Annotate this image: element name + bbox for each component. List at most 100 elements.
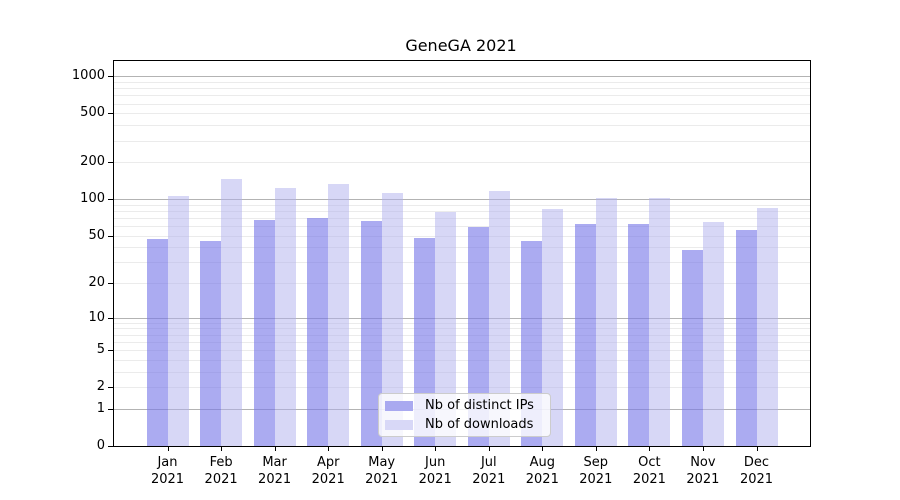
minor-gridline-6: [114, 341, 810, 343]
legend-label-downloads: Nb of downloads: [425, 417, 534, 432]
minor-gridline-200: [114, 162, 810, 164]
y-tickmark-5: [108, 350, 113, 352]
minor-gridline-20: [114, 283, 810, 285]
year-label: 2021: [686, 472, 720, 487]
y-ticklabel-50: 50: [88, 227, 105, 243]
year-label: 2021: [150, 472, 185, 487]
month-label: Feb: [209, 455, 233, 470]
month-label: Jun: [425, 455, 446, 470]
y-tickmark-0: [108, 446, 113, 447]
month-label: Dec: [743, 455, 770, 470]
bar-ips-dec: [735, 229, 757, 446]
minor-gridline-900: [114, 82, 810, 83]
bar-ips-apr: [307, 217, 329, 446]
month-label: Mar: [262, 455, 287, 470]
y-tickmark-20: [108, 283, 113, 285]
x-ticklabel-may: May 2021: [365, 454, 398, 488]
legend-swatch-distinct-ips: [385, 400, 413, 411]
x-ticklabel-jan: Jan 2021: [151, 454, 184, 488]
y-tickmark-2: [108, 387, 113, 389]
x-ticklabel-jun: Jun 2021: [419, 454, 452, 488]
minor-gridline-30: [114, 262, 810, 264]
month-label: May: [368, 455, 396, 470]
legend-item-downloads: Nb of downloads: [385, 417, 550, 432]
month-label: Sep: [583, 455, 609, 470]
year-label: 2021: [204, 472, 238, 487]
year-label: 2021: [632, 472, 666, 487]
minor-gridline-2: [114, 387, 810, 389]
minor-gridline-500: [114, 113, 810, 115]
x-tickmark-mar: [274, 446, 276, 451]
plot-area: Nb of distinct IPs Nb of downloads 1000 5…: [72, 60, 811, 487]
minor-gridline-50: [114, 235, 810, 237]
month-label: Jan: [157, 455, 178, 470]
x-tickmark-jul: [488, 446, 490, 451]
bar-ips-sep: [574, 224, 596, 446]
minor-gridline-9: [114, 322, 810, 324]
minor-gridline-300: [114, 140, 810, 142]
bar-downloads-dec: [756, 208, 778, 446]
y-ticklabel-0: 0: [96, 437, 105, 453]
bar-ips-jul: [467, 227, 489, 446]
y-tickmark-500: [108, 113, 113, 115]
bar-ips-jan: [146, 238, 168, 446]
y-ticklabel-1: 1: [96, 400, 105, 416]
legend-swatch-downloads: [385, 419, 413, 430]
x-tickmark-jun: [435, 446, 437, 451]
minor-gridline-600: [114, 103, 810, 105]
legend-item-distinct-ips: Nb of distinct IPs: [385, 398, 550, 413]
y-ticklabel-500: 500: [80, 105, 105, 121]
y-tickmark-100: [108, 199, 113, 201]
bar-ips-feb: [200, 241, 222, 446]
year-label: 2021: [418, 472, 452, 487]
year-label: 2021: [472, 472, 506, 487]
x-tickmark-oct: [649, 446, 651, 451]
year-label: 2021: [258, 472, 292, 487]
bar-downloads-may: [381, 192, 403, 446]
month-label: Oct: [638, 455, 661, 470]
year-label: 2021: [365, 472, 399, 487]
minor-gridline-800: [114, 88, 810, 90]
bar-ips-oct: [628, 224, 650, 446]
x-ticklabel-sep: Sep 2021: [579, 454, 612, 488]
y-tickmark-1000: [108, 76, 113, 78]
bar-ips-mar: [253, 220, 275, 446]
major-gridline-10: [114, 317, 810, 319]
y-tickmark-50: [108, 235, 113, 237]
minor-gridline-3: [114, 371, 810, 373]
minor-gridline-70: [114, 217, 810, 219]
year-label: 2021: [311, 472, 345, 487]
bar-downloads-apr: [328, 184, 350, 446]
major-gridline-100: [114, 199, 810, 201]
chart-title: GeneGA 2021: [405, 36, 517, 55]
y-tickmark-200: [108, 162, 113, 164]
minor-gridline-60: [114, 226, 810, 228]
year-label: 2021: [579, 472, 613, 487]
x-ticklabel-feb: Feb 2021: [205, 454, 238, 488]
minor-gridline-40: [114, 247, 810, 249]
minor-gridline-400: [114, 125, 810, 127]
minor-gridline-90: [114, 204, 810, 206]
month-label: Nov: [690, 455, 716, 470]
bar-ips-nov: [681, 250, 703, 446]
x-tickmark-apr: [328, 446, 330, 451]
month-label: Aug: [529, 455, 555, 470]
month-label: Apr: [316, 455, 340, 470]
y-ticklabel-20: 20: [88, 274, 105, 290]
x-tickmark-nov: [702, 446, 704, 451]
x-tickmark-aug: [542, 446, 544, 451]
x-tickmark-dec: [756, 446, 758, 451]
bar-downloads-sep: [595, 198, 617, 446]
y-ticklabel-2: 2: [96, 378, 105, 394]
bar-downloads-jan: [167, 195, 189, 446]
bar-downloads-nov: [702, 221, 724, 446]
x-tickmark-jan: [167, 446, 169, 451]
year-label: 2021: [525, 472, 559, 487]
major-gridline-1000: [114, 76, 810, 78]
bar-downloads-aug: [542, 209, 564, 446]
bar-ips-may: [360, 221, 382, 446]
minor-gridline-8: [114, 328, 810, 330]
minor-gridline-5: [114, 350, 810, 352]
x-ticklabel-apr: Apr 2021: [312, 454, 345, 488]
